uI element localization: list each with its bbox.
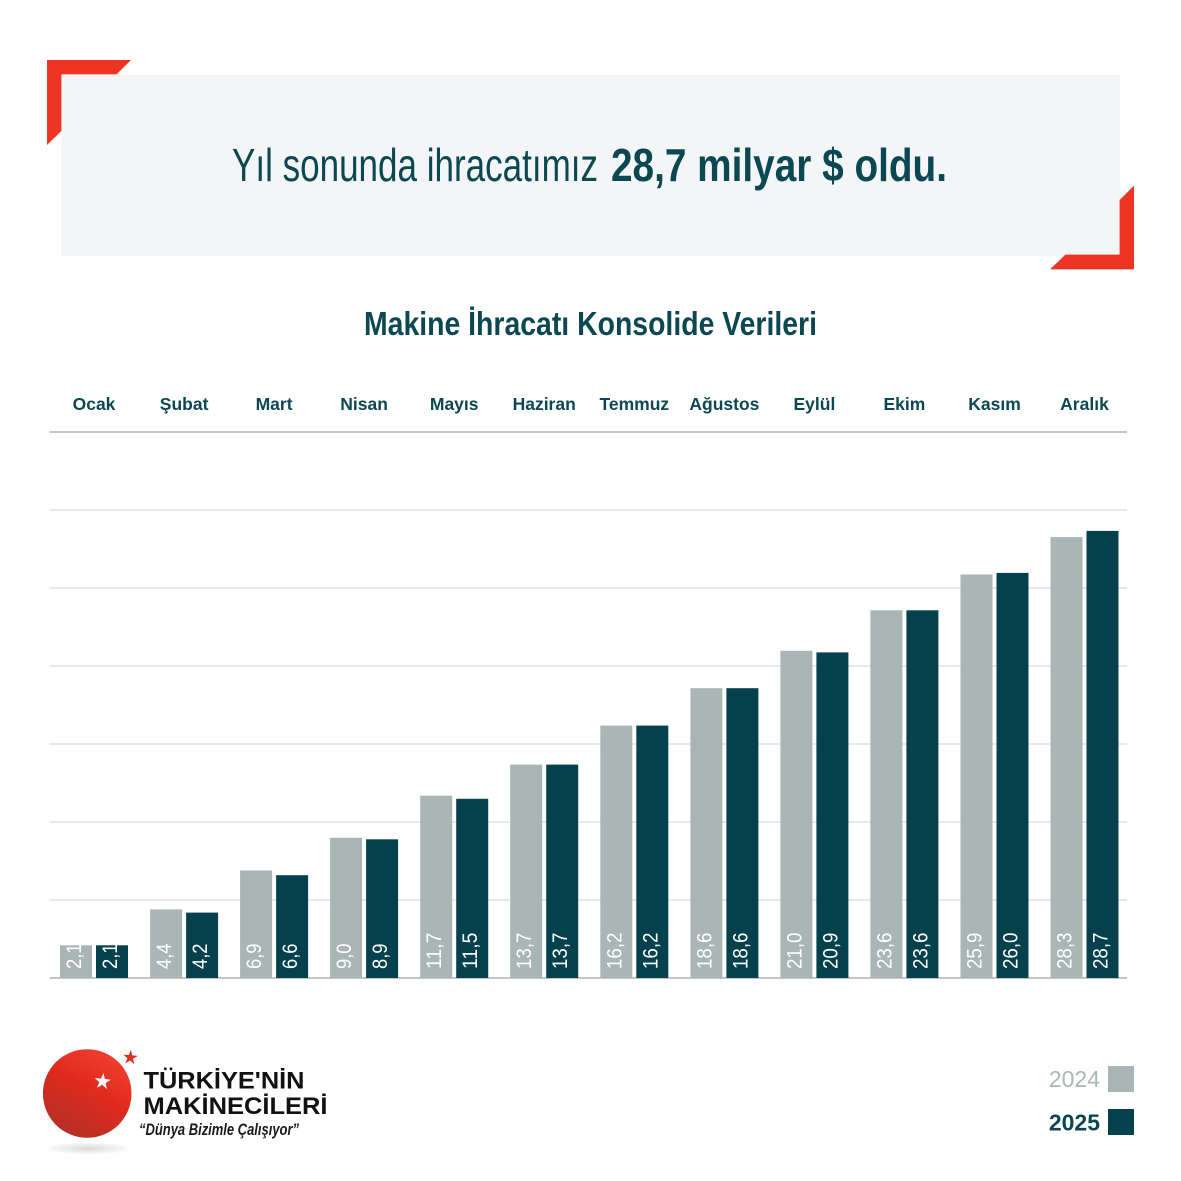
svg-text:28,7 milyar $ oldu.: 28,7 milyar $ oldu. xyxy=(611,139,947,191)
svg-text:TÜRKİYE'NİN: TÜRKİYE'NİN xyxy=(144,1068,305,1095)
svg-text:Şubat: Şubat xyxy=(160,394,209,414)
svg-text:Ağustos: Ağustos xyxy=(689,394,759,414)
svg-text:13,7: 13,7 xyxy=(548,933,572,970)
svg-text:2,1: 2,1 xyxy=(62,944,86,970)
svg-text:18,6: 18,6 xyxy=(728,932,752,969)
svg-text:25,9: 25,9 xyxy=(963,933,987,970)
svg-text:2024: 2024 xyxy=(1049,1066,1100,1092)
svg-text:“Dünya Bizimle Çalışıyor”: “Dünya Bizimle Çalışıyor” xyxy=(139,1121,300,1139)
svg-text:8,9: 8,9 xyxy=(368,944,392,970)
svg-text:Ocak: Ocak xyxy=(73,394,116,414)
svg-text:4,2: 4,2 xyxy=(188,944,212,970)
svg-text:18,6: 18,6 xyxy=(692,932,716,969)
svg-text:Mart: Mart xyxy=(256,394,293,414)
svg-text:Mayıs: Mayıs xyxy=(430,394,479,414)
svg-text:MAKİNECİLERİ: MAKİNECİLERİ xyxy=(144,1093,328,1120)
svg-text:9,0: 9,0 xyxy=(332,943,356,969)
svg-text:23,6: 23,6 xyxy=(872,932,896,969)
svg-text:Yıl sonunda ihracatımız: Yıl sonunda ihracatımız xyxy=(232,139,598,191)
svg-text:Kasım: Kasım xyxy=(968,394,1021,414)
svg-text:4,4: 4,4 xyxy=(152,943,176,969)
svg-text:6,9: 6,9 xyxy=(242,944,266,970)
svg-text:Ekim: Ekim xyxy=(883,394,925,414)
svg-text:Nisan: Nisan xyxy=(340,394,388,414)
svg-text:Eylül: Eylül xyxy=(793,394,835,414)
svg-text:16,2: 16,2 xyxy=(638,933,662,970)
svg-text:Temmuz: Temmuz xyxy=(599,394,669,414)
svg-text:Haziran: Haziran xyxy=(513,394,576,414)
svg-text:Makine İhracatı Konsolide Veri: Makine İhracatı Konsolide Verileri xyxy=(364,306,817,343)
svg-text:20,9: 20,9 xyxy=(818,933,842,970)
svg-text:2025: 2025 xyxy=(1049,1110,1100,1136)
svg-text:26,0: 26,0 xyxy=(999,932,1023,969)
svg-text:16,2: 16,2 xyxy=(602,933,626,970)
svg-text:28,3: 28,3 xyxy=(1053,932,1077,969)
svg-text:11,5: 11,5 xyxy=(458,932,482,969)
svg-text:28,7: 28,7 xyxy=(1089,933,1113,970)
svg-text:Aralık: Aralık xyxy=(1060,394,1109,414)
svg-text:21,0: 21,0 xyxy=(782,932,806,969)
svg-text:2,1: 2,1 xyxy=(98,944,122,970)
svg-text:23,6: 23,6 xyxy=(908,932,932,969)
svg-text:6,6: 6,6 xyxy=(278,943,302,969)
svg-text:13,7: 13,7 xyxy=(512,933,536,970)
svg-text:11,7: 11,7 xyxy=(422,933,446,970)
